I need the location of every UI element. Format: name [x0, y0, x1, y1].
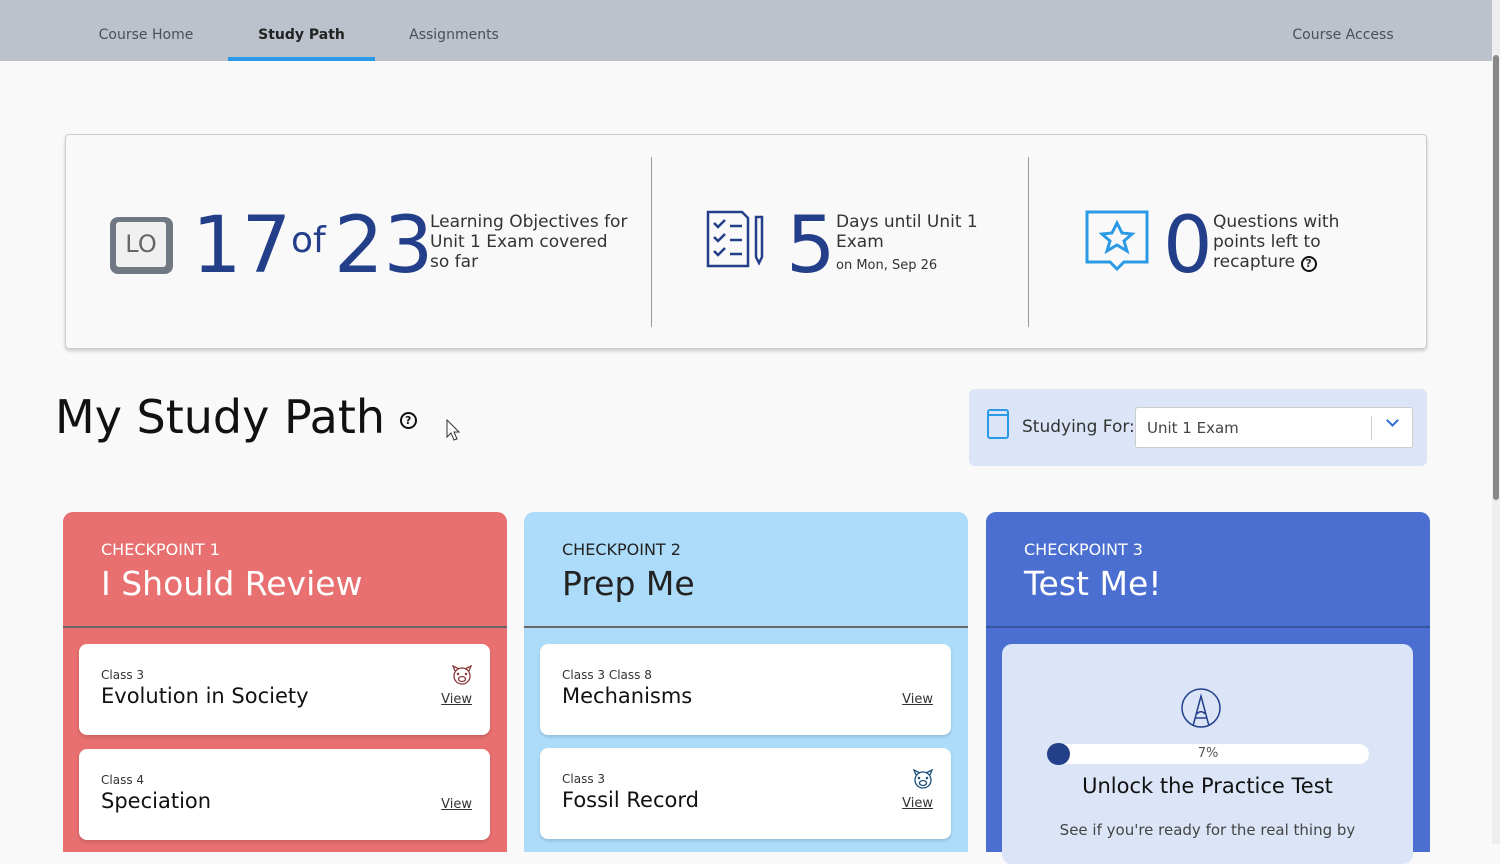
checkpoint-1-column: CHECKPOINT 1 I Should Review Class 3 Evo… [63, 512, 507, 852]
book-icon [987, 409, 1009, 439]
course-access-link[interactable]: Course Access [1292, 27, 1394, 43]
list-item[interactable]: Class 3 Evolution in Society View [79, 644, 490, 735]
tab-study-path[interactable]: Study Path [228, 0, 375, 61]
checkpoint-2-column: CHECKPOINT 2 Prep Me Class 3 Class 8 Mec… [524, 512, 968, 852]
pig-icon [451, 665, 473, 685]
checkpoint-title: Prep Me [562, 564, 695, 603]
view-link[interactable]: View [902, 796, 933, 811]
card-classes: Class 4 [101, 773, 145, 787]
pencil-badge-icon [1181, 688, 1221, 728]
studying-for-select[interactable]: Unit 1 Exam [1135, 407, 1413, 448]
practice-desc: See if you're ready for the real thing b… [1059, 821, 1356, 839]
mouse-cursor-icon [446, 419, 460, 441]
practice-title: Unlock the Practice Test [1082, 774, 1333, 798]
view-link[interactable]: View [441, 797, 472, 812]
tab-course-home[interactable]: Course Home [98, 27, 194, 43]
days-value: 5 [786, 201, 836, 291]
card-classes: Class 3 Class 8 [562, 668, 652, 682]
checkpoint-title: I Should Review [101, 564, 363, 603]
help-icon[interactable]: ? [1300, 256, 1317, 272]
practice-test-card[interactable]: 7% Unlock the Practice Test See if you'r… [1002, 644, 1413, 864]
chevron-down-icon [1386, 414, 1399, 427]
list-item[interactable]: Class 3 Class 8 Mechanisms View [540, 644, 951, 735]
of-label: of [291, 220, 326, 261]
studying-for-label: Studying For: [1022, 417, 1135, 437]
days-desc: Days until Unit 1 Exam [836, 212, 978, 252]
checkpoint-label: CHECKPOINT 2 [562, 540, 681, 559]
card-name: Evolution in Society [101, 684, 309, 708]
card-name: Mechanisms [562, 684, 693, 708]
exam-date: on Mon, Sep 26 [836, 258, 938, 273]
progress-bar: 7% [1047, 743, 1369, 765]
star-message-icon [1085, 210, 1149, 271]
tab-assignments[interactable]: Assignments [409, 27, 499, 43]
questions-desc: Questions with points left to recapture … [1213, 212, 1340, 272]
top-nav: Course Home Study Path Assignments Cours… [0, 0, 1492, 61]
objectives-desc: Learning Objectives for Unit 1 Exam cove… [430, 212, 628, 272]
objectives-covered: 17 [192, 201, 292, 291]
checkpoint-title: Test Me! [1024, 564, 1162, 603]
pig-icon [912, 769, 934, 789]
objectives-total: 23 [334, 201, 434, 291]
card-name: Fossil Record [562, 788, 699, 812]
scrollbar[interactable] [1492, 0, 1500, 844]
view-link[interactable]: View [441, 692, 472, 707]
checkpoint-3-column: CHECKPOINT 3 Test Me! 7% Unlock the Prac… [986, 512, 1430, 864]
questions-value: 0 [1163, 201, 1213, 291]
card-classes: Class 3 [101, 668, 145, 682]
progress-label: 7% [1197, 746, 1219, 761]
page-title: My Study Path ? [55, 390, 417, 444]
list-item[interactable]: Class 3 Fossil Record View [540, 748, 951, 839]
list-item[interactable]: Class 4 Speciation View [79, 749, 490, 840]
studying-for-panel: Studying For: Unit 1 Exam [969, 389, 1427, 466]
card-name: Speciation [101, 789, 212, 813]
stats-panel: LO 17 of 23 Learning Objectives for Unit… [65, 134, 1427, 349]
help-icon[interactable]: ? [399, 412, 417, 429]
checklist-icon [706, 210, 764, 268]
checkpoint-label: CHECKPOINT 1 [101, 540, 220, 559]
lo-icon: LO [110, 217, 173, 274]
card-classes: Class 3 [562, 772, 606, 786]
view-link[interactable]: View [902, 692, 933, 707]
checkpoint-label: CHECKPOINT 3 [1024, 540, 1143, 559]
